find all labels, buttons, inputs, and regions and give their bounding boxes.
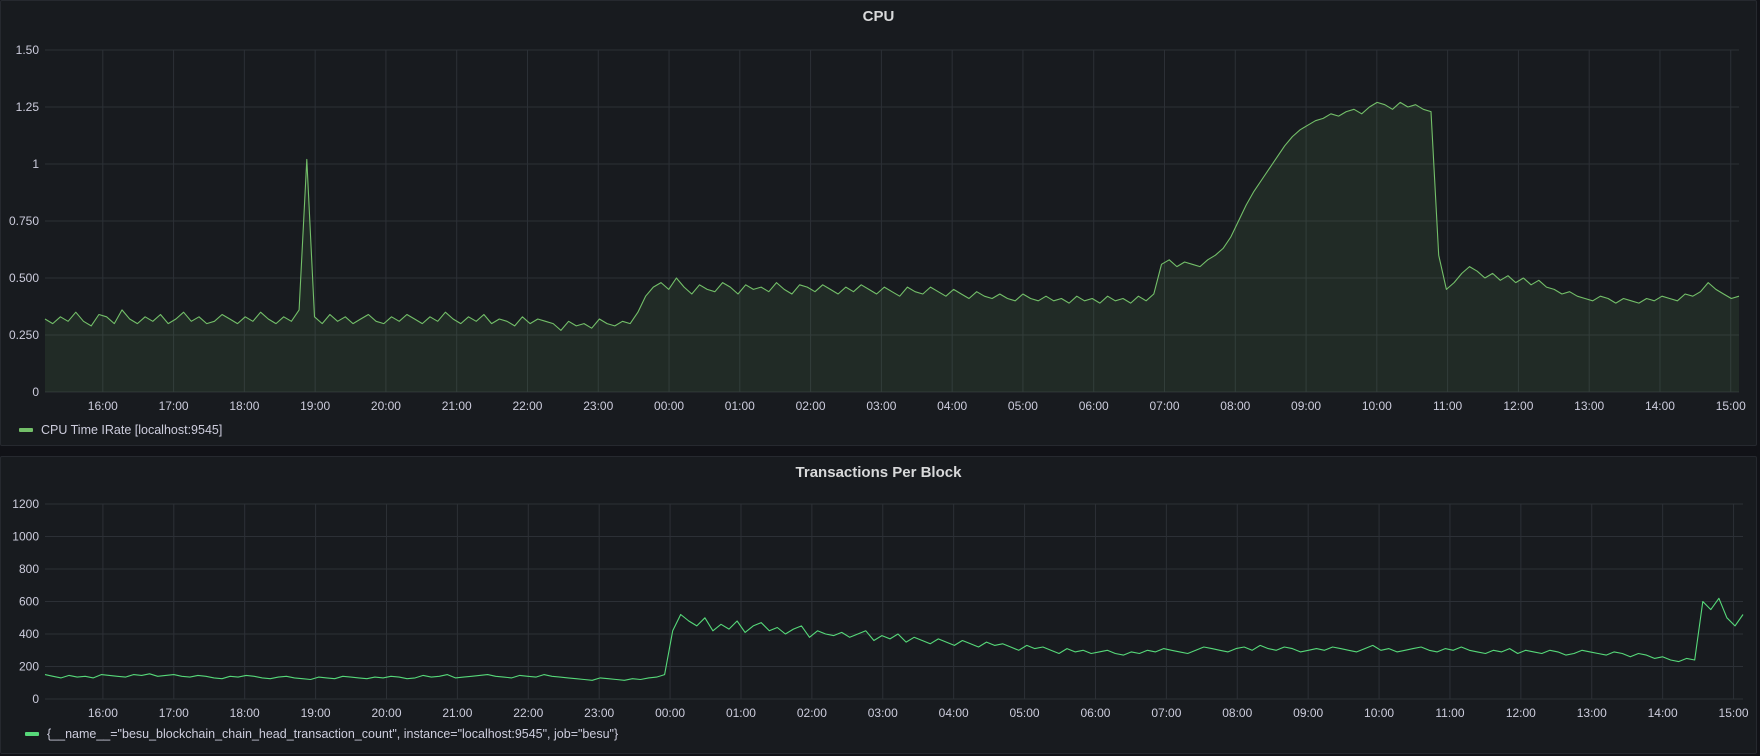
y-tick-label: 0.250 xyxy=(9,328,39,342)
x-tick-label: 15:00 xyxy=(1719,706,1749,720)
x-tick-label: 04:00 xyxy=(939,706,969,720)
panel-title[interactable]: Transactions Per Block xyxy=(795,464,962,481)
y-tick-label: 600 xyxy=(19,595,39,609)
x-tick-label: 16:00 xyxy=(88,706,118,720)
cpu-chart: 0 0.250 0.500 0.750 1 1.25 1.50 16:00 17:00 18:00… xyxy=(9,43,1746,413)
series-line xyxy=(44,101,1740,331)
legend-label[interactable]: {__name__="besu_blockchain_chain_head_tr… xyxy=(47,727,619,741)
x-tick-label: 00:00 xyxy=(655,706,685,720)
y-tick-label: 0 xyxy=(32,692,39,706)
y-tick-label: 0.750 xyxy=(9,214,39,228)
x-tick-label: 12:00 xyxy=(1506,706,1536,720)
x-tick-label: 10:00 xyxy=(1362,399,1392,413)
x-tick-label: 08:00 xyxy=(1220,399,1250,413)
y-tick-label: 1 xyxy=(32,157,39,171)
x-tick-label: 09:00 xyxy=(1293,706,1323,720)
x-tick-label: 07:00 xyxy=(1149,399,1179,413)
x-tick-label: 07:00 xyxy=(1151,706,1181,720)
x-tick-label: 19:00 xyxy=(301,706,331,720)
y-tick-label: 0 xyxy=(32,385,39,399)
transactions-panel: Transactions Per Block 0 200 400 600 800 1000… xyxy=(0,456,1757,754)
series-line xyxy=(44,597,1744,681)
x-tick-label: 20:00 xyxy=(371,399,401,413)
y-tick-label: 400 xyxy=(19,627,39,641)
cpu-panel: CPU 0 0.250 0.500 0.750 1 1.25 1.50 16:00 17:00 1… xyxy=(0,0,1757,446)
x-tick-label: 22:00 xyxy=(513,706,543,720)
x-tick-label: 19:00 xyxy=(300,399,330,413)
x-tick-label: 10:00 xyxy=(1364,706,1394,720)
x-tick-label: 02:00 xyxy=(796,399,826,413)
x-tick-label: 14:00 xyxy=(1648,706,1678,720)
y-tick-label: 1.50 xyxy=(16,43,40,57)
y-tick-label: 0.500 xyxy=(9,271,39,285)
y-tick-label: 1200 xyxy=(12,497,39,511)
x-tick-label: 21:00 xyxy=(442,399,472,413)
transactions-chart: 0 200 400 600 800 1000 1200 16:00 17:00 18:00 19:0… xyxy=(12,497,1749,720)
x-tick-label: 18:00 xyxy=(229,399,259,413)
legend[interactable]: CPU Time IRate [localhost:9545] xyxy=(19,423,222,437)
legend-color-swatch xyxy=(19,428,33,432)
x-tick-label: 11:00 xyxy=(1435,706,1464,720)
x-tick-label: 22:00 xyxy=(512,399,542,413)
x-tick-label: 05:00 xyxy=(1008,399,1038,413)
x-tick-label: 08:00 xyxy=(1222,706,1252,720)
x-tick-label: 18:00 xyxy=(230,706,260,720)
x-tick-label: 13:00 xyxy=(1577,706,1607,720)
x-tick-label: 00:00 xyxy=(654,399,684,413)
x-tick-label: 16:00 xyxy=(88,399,118,413)
x-tick-label: 06:00 xyxy=(1079,399,1109,413)
x-tick-label: 01:00 xyxy=(725,399,755,413)
x-tick-label: 21:00 xyxy=(442,706,472,720)
series-area xyxy=(45,102,1739,393)
y-tick-label: 1.25 xyxy=(16,100,40,114)
legend[interactable]: {__name__="besu_blockchain_chain_head_tr… xyxy=(25,727,618,741)
x-tick-label: 23:00 xyxy=(583,399,613,413)
x-tick-label: 09:00 xyxy=(1291,399,1321,413)
y-tick-label: 200 xyxy=(19,660,39,674)
x-tick-label: 15:00 xyxy=(1716,399,1746,413)
x-tick-label: 01:00 xyxy=(726,706,756,720)
x-tick-label: 03:00 xyxy=(868,706,898,720)
x-tick-label: 17:00 xyxy=(159,706,189,720)
y-tick-label: 1000 xyxy=(12,530,39,544)
legend-color-swatch xyxy=(25,732,39,736)
x-tick-label: 05:00 xyxy=(1010,706,1040,720)
x-tick-label: 02:00 xyxy=(797,706,827,720)
x-tick-label: 17:00 xyxy=(159,399,189,413)
x-tick-label: 06:00 xyxy=(1080,706,1110,720)
x-tick-label: 03:00 xyxy=(866,399,896,413)
panel-title[interactable]: CPU xyxy=(862,8,895,25)
x-tick-label: 14:00 xyxy=(1645,399,1675,413)
x-tick-label: 11:00 xyxy=(1433,399,1462,413)
x-tick-label: 04:00 xyxy=(937,399,967,413)
x-tick-label: 20:00 xyxy=(371,706,401,720)
x-tick-label: 12:00 xyxy=(1503,399,1533,413)
x-tick-label: 23:00 xyxy=(584,706,614,720)
legend-label[interactable]: CPU Time IRate [localhost:9545] xyxy=(41,423,223,437)
x-tick-label: 13:00 xyxy=(1574,399,1604,413)
y-tick-label: 800 xyxy=(19,562,39,576)
